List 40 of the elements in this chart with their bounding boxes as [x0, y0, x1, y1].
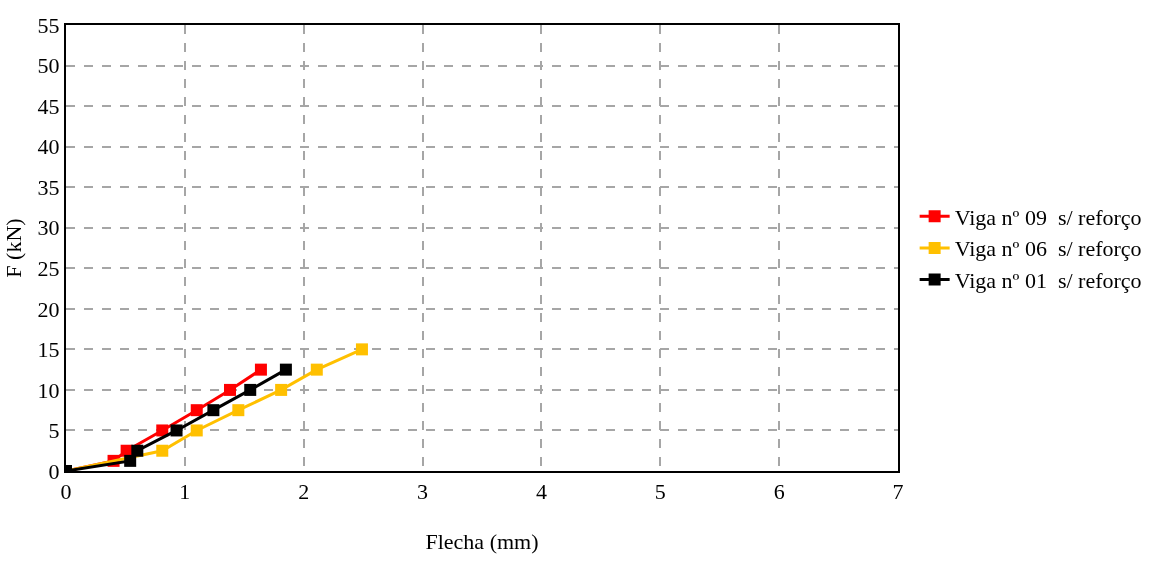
point [224, 383, 237, 396]
y-tick-label: 20 [37, 296, 60, 322]
point [310, 363, 323, 376]
x-tick-label: 6 [773, 479, 785, 505]
point [254, 363, 267, 376]
y-tick-label: 25 [37, 255, 60, 281]
point [279, 363, 292, 376]
point [131, 444, 144, 457]
point [232, 404, 245, 417]
y-tick-label: 10 [37, 377, 60, 403]
point [207, 404, 220, 417]
point [156, 444, 169, 457]
y-tick-label: 35 [37, 174, 60, 200]
y-tick-label: 30 [37, 215, 60, 241]
y-tick-label: 15 [37, 337, 60, 363]
x-tick-label: 4 [535, 479, 547, 505]
y-tick-label: 5 [48, 418, 60, 444]
point [355, 343, 368, 356]
x-tick-label: 7 [892, 479, 904, 505]
point [156, 424, 169, 437]
point [275, 383, 288, 396]
legend-label: Viga nº 01 s/ reforço [954, 268, 1142, 294]
y-tick-label: 55 [37, 12, 60, 38]
x-tick-label: 3 [417, 479, 429, 505]
y-tick-label: 0 [48, 458, 60, 484]
x-axis-title: Flecha (mm) [425, 528, 539, 554]
y-tick-label: 40 [37, 134, 60, 160]
point [190, 404, 203, 417]
x-tick-label: 2 [298, 479, 310, 505]
point [124, 454, 137, 467]
legend-label: Viga nº 09 s/ reforço [954, 204, 1142, 230]
x-tick-label: 5 [654, 479, 666, 505]
x-tick-label: 1 [179, 479, 191, 505]
y-tick-label: 50 [37, 53, 60, 79]
legend-label: Viga nº 06 s/ reforço [954, 236, 1142, 262]
point [170, 424, 183, 437]
point [244, 383, 257, 396]
y-tick-label: 45 [37, 93, 60, 119]
point [190, 424, 203, 437]
y-axis-title: F (kN) [0, 218, 26, 278]
